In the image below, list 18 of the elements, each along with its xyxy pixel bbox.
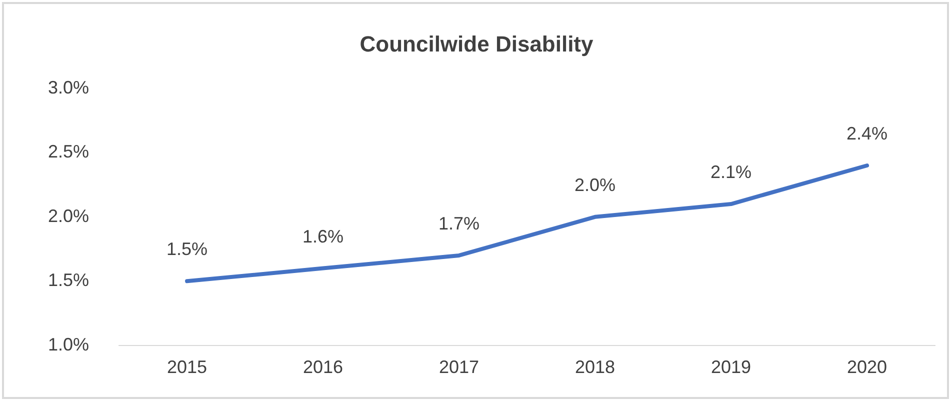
x-tick-label: 2019 [710, 357, 752, 378]
data-label: 2.4% [846, 123, 888, 144]
x-tick-label: 2018 [574, 357, 616, 378]
y-tick-label: 3.0% [48, 77, 90, 98]
y-tick-label: 2.5% [48, 142, 90, 162]
data-label: 1.6% [302, 226, 344, 246]
y-tick-label: 1.5% [48, 270, 90, 290]
x-tick-label: 2017 [438, 357, 480, 378]
x-tick-label: 2015 [167, 357, 208, 378]
chart-title: Councilwide Disability [360, 31, 594, 56]
data-label: 1.5% [166, 239, 208, 260]
data-label: 2.1% [710, 162, 752, 182]
data-label: 2.0% [574, 174, 616, 195]
data-label: 1.7% [438, 213, 480, 234]
x-tick-label: 2016 [302, 357, 344, 378]
x-tick-label: 2020 [846, 357, 888, 378]
y-tick-label: 2.0% [48, 206, 90, 226]
y-tick-label: 1.0% [48, 334, 90, 354]
